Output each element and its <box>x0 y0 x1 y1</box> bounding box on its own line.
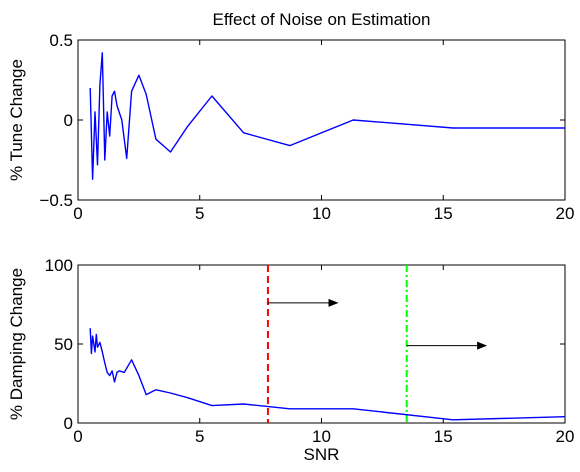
bottom-x-axis-label: SNR <box>304 445 340 464</box>
bottom-x-tick-label: 5 <box>195 427 204 446</box>
bottom-x-tick-label: 10 <box>312 427 331 446</box>
top-y-tick-label: −0.5 <box>39 191 73 210</box>
bottom-y-axis-label: % Damping Change <box>7 268 26 420</box>
top-y-axis-label: % Tune Change <box>7 59 26 181</box>
bottom-arrow-head <box>328 298 339 307</box>
top-chart-title: Effect of Noise on Estimation <box>213 10 431 29</box>
bottom-x-tick-label: 15 <box>434 427 453 446</box>
top-x-tick-label: 0 <box>73 204 82 223</box>
top-series-line <box>89 52 565 180</box>
top-x-tick-label: 20 <box>556 204 575 223</box>
bottom-y-tick-label: 100 <box>45 256 73 275</box>
top-x-tick-label: 15 <box>434 204 453 223</box>
bottom-arrow-head <box>477 341 488 350</box>
top-y-tick-label: 0 <box>64 111 73 130</box>
bottom-series-line <box>89 328 566 421</box>
bottom-y-tick-label: 50 <box>54 335 73 354</box>
top-y-tick-label: 0.5 <box>49 31 73 50</box>
bottom-y-tick-label: 0 <box>64 414 73 433</box>
bottom-x-tick-label: 0 <box>73 427 82 446</box>
top-x-tick-label: 10 <box>312 204 331 223</box>
top-plot-frame <box>77 39 566 201</box>
bottom-plot-frame <box>77 264 566 424</box>
bottom-x-tick-label: 20 <box>556 427 575 446</box>
bottom-chart: 0 5 10 15 20 0 50 100 % Damping Change SNR <box>7 256 574 464</box>
top-x-tick-label: 5 <box>195 204 204 223</box>
